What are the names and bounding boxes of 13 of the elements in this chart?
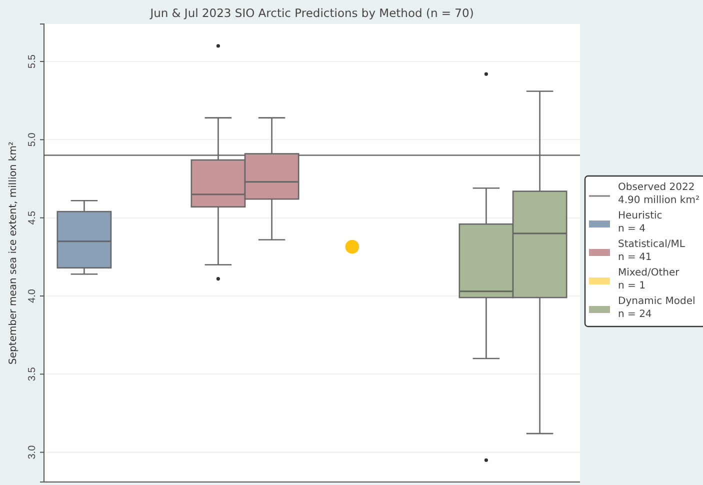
y-tick-label: 3.5 — [27, 366, 38, 382]
chart-title: Jun & Jul 2023 SIO Arctic Predictions by Method (n = 70) — [149, 6, 474, 20]
y-tick-label: 3.0 — [27, 444, 38, 460]
legend-label: Dynamic Model n = 24 — [618, 296, 696, 320]
legend-label: Statistical/ML n = 41 — [618, 239, 686, 263]
y-tick-label: 5.0 — [27, 132, 38, 147]
legend-label: Observed 2022 4.90 million km² — [618, 182, 700, 206]
legend-label: Heuristic n = 4 — [618, 210, 662, 234]
y-tick-label: 4.5 — [27, 210, 38, 225]
y-axis-title: September mean sea ice extent, million km² — [8, 142, 19, 364]
legend-label: Mixed/Other n = 1 — [618, 268, 680, 292]
y-tick-label: 5.5 — [27, 54, 38, 68]
y-tick-label: 4.0 — [27, 288, 38, 303]
